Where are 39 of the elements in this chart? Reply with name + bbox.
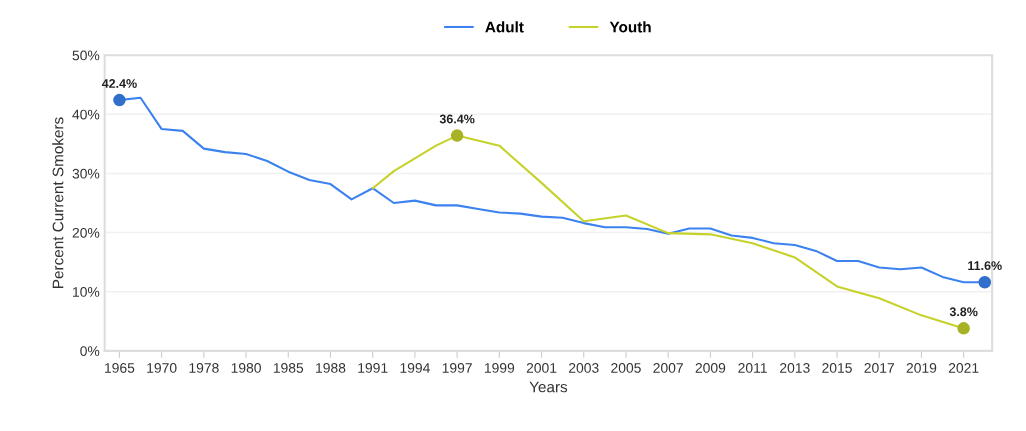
- legend-label: Youth: [609, 21, 651, 33]
- point: [113, 93, 126, 107]
- x-tick-label: 1970: [147, 363, 177, 373]
- x-tick-label: 2003: [569, 363, 599, 373]
- x-tick-label: 1985: [273, 363, 304, 373]
- x-tick-label: 1980: [231, 363, 261, 373]
- x-tick-label: 1997: [442, 363, 472, 373]
- x-tick-label: 1991: [358, 363, 388, 373]
- x-tick-label: 2015: [822, 363, 852, 373]
- x-tick-label: 2001: [526, 363, 557, 373]
- data-label: 42.4%: [101, 79, 137, 88]
- data-label: 3.8%: [949, 307, 978, 317]
- x-tick-label: 2013: [780, 363, 810, 373]
- x-tick-label: 2011: [738, 363, 767, 373]
- y-tick-label: 0%: [80, 346, 100, 356]
- y-axis-title: Percent Current Smokers: [52, 117, 64, 288]
- y-tick-label: 30%: [72, 168, 100, 179]
- x-tick-label: 1994: [400, 363, 430, 373]
- x-tick-label: 2019: [906, 363, 937, 373]
- y-tick-label: 20%: [72, 227, 100, 238]
- point: [957, 322, 970, 335]
- point: [978, 275, 992, 289]
- x-tick-label: 1978: [189, 363, 219, 373]
- y-tick-label: 10%: [73, 287, 100, 297]
- x-tick-label: 2007: [653, 363, 683, 373]
- x-tick-label: 1999: [484, 363, 515, 373]
- data-label: 36.4%: [439, 114, 475, 124]
- y-tick-label: 40%: [72, 109, 100, 120]
- x-tick-label: 2021: [948, 363, 979, 373]
- x-axis-title: Years: [529, 381, 568, 393]
- x-tick-label: 2017: [864, 363, 894, 373]
- data-label: 11.6%: [968, 261, 1002, 271]
- y-tick-label: 50%: [72, 50, 100, 61]
- x-tick-label: 1988: [316, 363, 346, 373]
- x-tick-label: 2009: [695, 363, 726, 373]
- legend-label: Adult: [485, 21, 524, 33]
- x-tick-label: 2005: [611, 363, 641, 373]
- x-tick-label: 1965: [105, 363, 135, 373]
- point: [450, 129, 464, 142]
